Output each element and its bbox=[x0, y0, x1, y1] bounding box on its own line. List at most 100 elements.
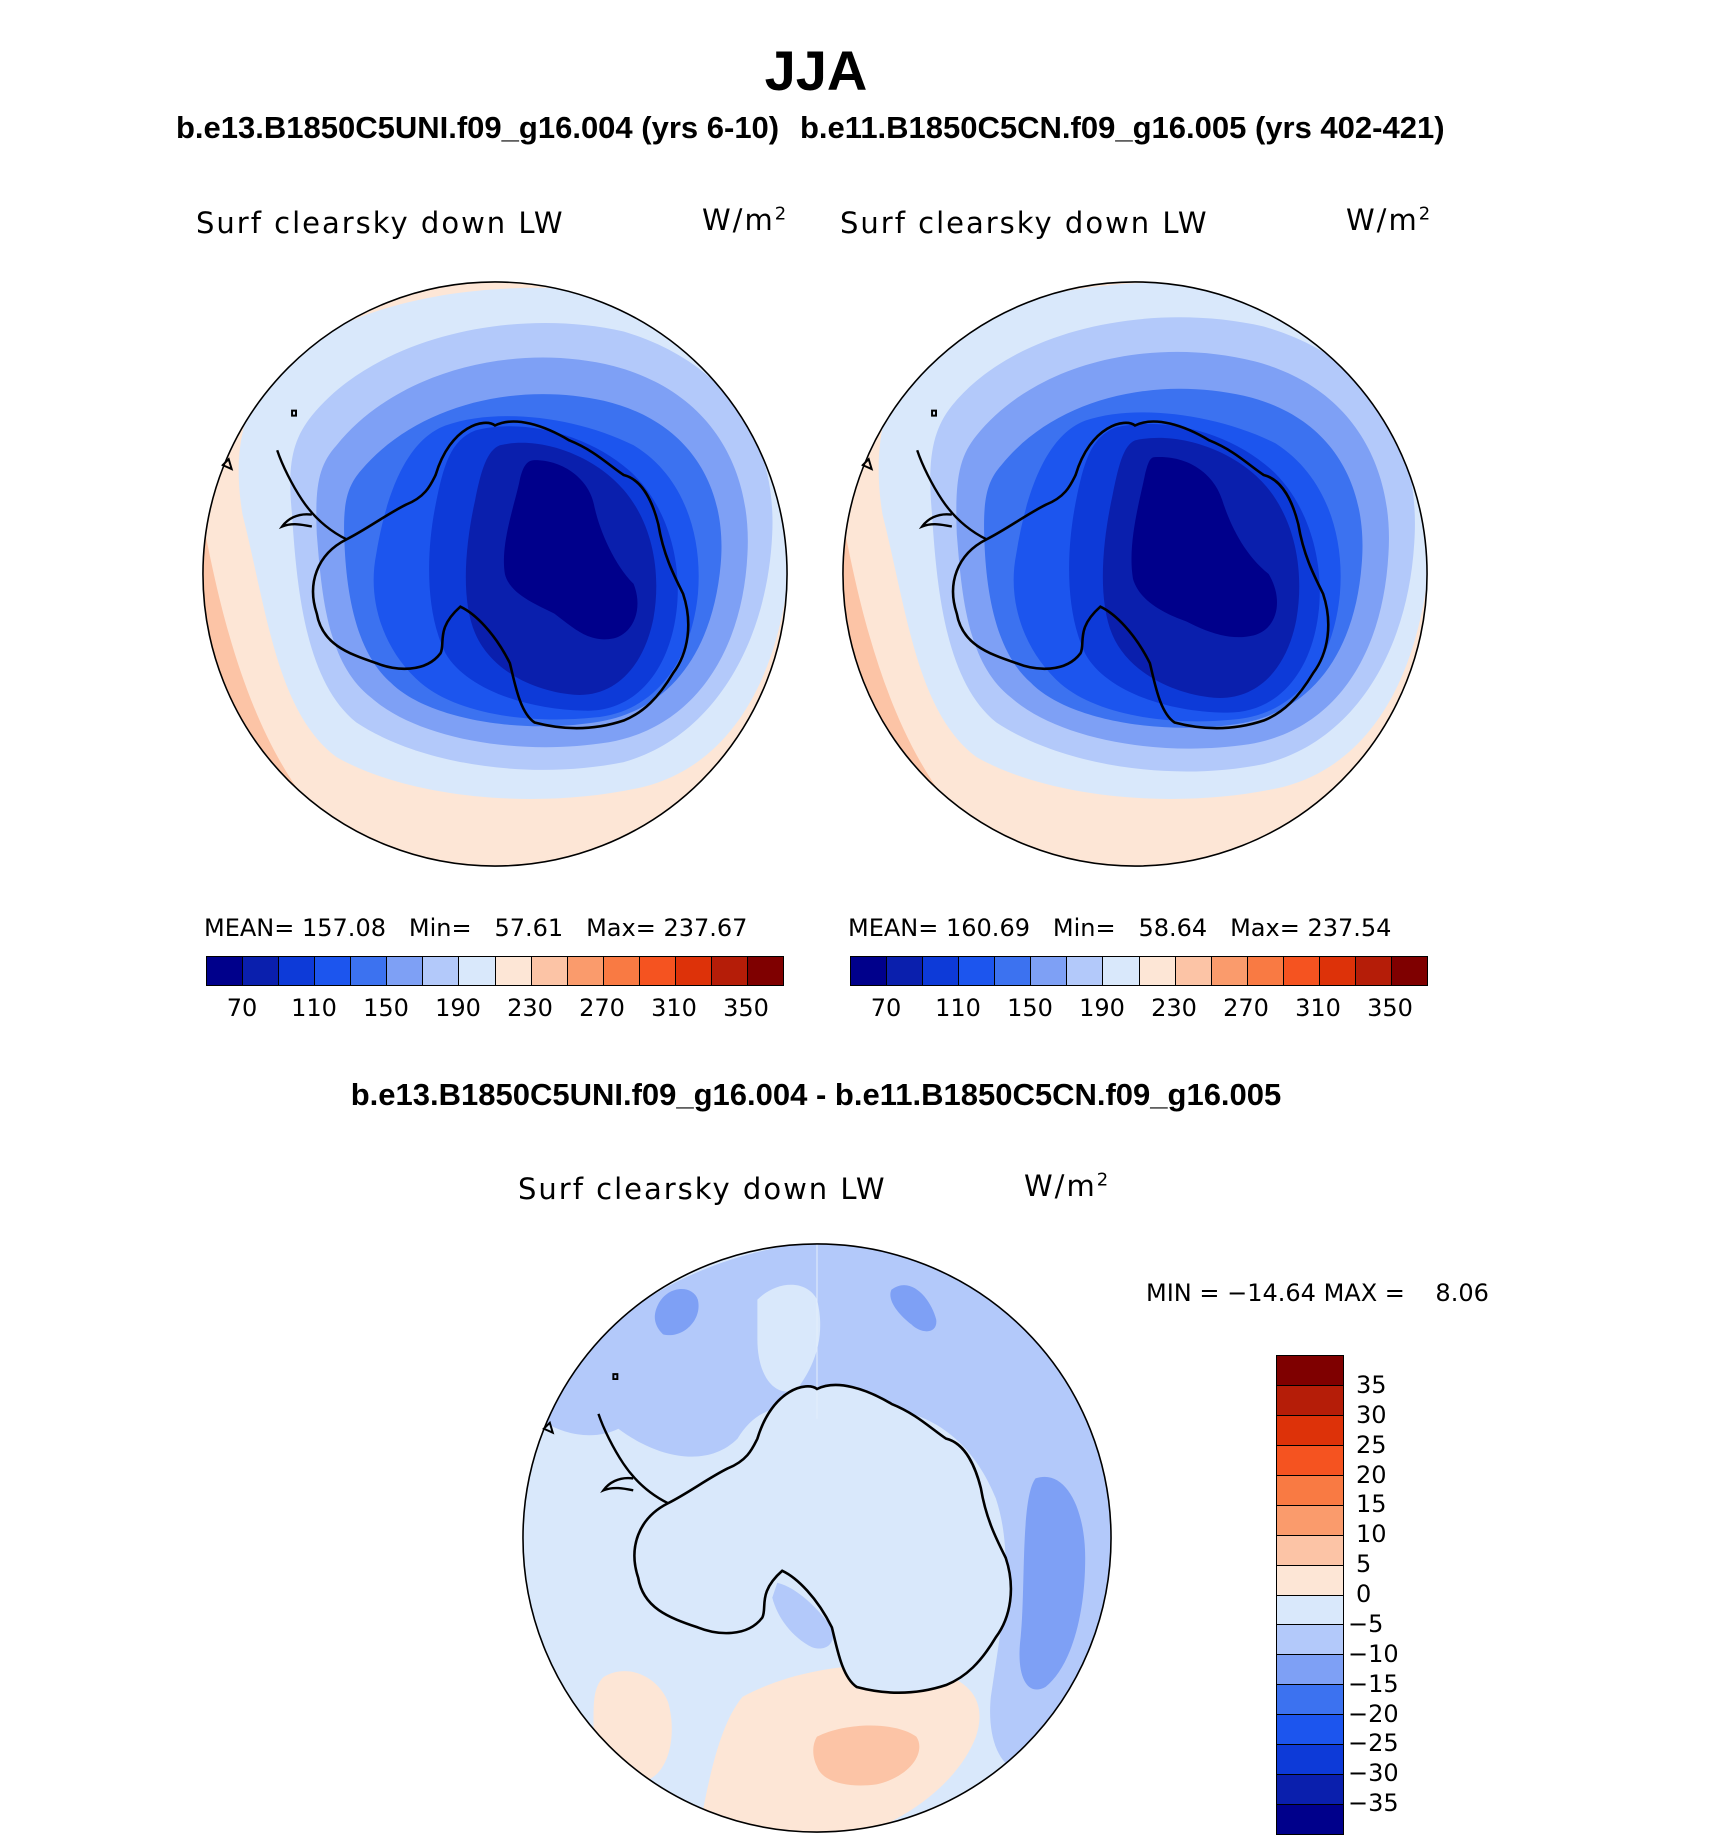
colorbar-tick-label: 20 bbox=[1356, 1460, 1387, 1489]
map-field-minimum bbox=[1131, 457, 1278, 638]
left-colorbar-ticks: 70 110 150 190 230 270 310 350 bbox=[206, 994, 782, 1024]
colorbar-tick-label: 230 bbox=[507, 994, 553, 1022]
colorbar-tick-label: −35 bbox=[1348, 1789, 1399, 1818]
colorbar-box bbox=[1277, 1745, 1343, 1776]
map-field-minus5-to-minus10 bbox=[538, 1243, 1112, 1772]
map-field-minus10-patch-east bbox=[1019, 1476, 1086, 1690]
diff-stats: MIN = −14.64 MAX = 8.06 bbox=[1146, 1279, 1489, 1307]
colorbar-box bbox=[1211, 957, 1248, 985]
colorbar-box bbox=[531, 957, 568, 985]
colorbar-box bbox=[423, 957, 460, 985]
colorbar-tick-label: −15 bbox=[1348, 1669, 1399, 1698]
right-polar-map bbox=[842, 281, 1428, 867]
colorbar-box bbox=[1277, 1415, 1343, 1446]
colorbar-tick-label: 10 bbox=[1356, 1520, 1387, 1549]
colorbar-tick-label: −5 bbox=[1348, 1609, 1384, 1638]
colorbar-tick-label: 25 bbox=[1356, 1430, 1387, 1459]
map-boundary-circle bbox=[842, 281, 1428, 867]
difference-polar-map bbox=[522, 1243, 1112, 1833]
colorbar-box bbox=[1277, 1805, 1343, 1834]
antarctica-coastline bbox=[311, 420, 690, 730]
antarctica-coastline bbox=[633, 1383, 1013, 1695]
antarctic-peninsula bbox=[597, 1413, 669, 1505]
colorbar-tick-label: 270 bbox=[579, 994, 625, 1022]
map-field-continent-0 bbox=[634, 1385, 1011, 1693]
antarctica-coastline bbox=[951, 420, 1330, 730]
colorbar-box bbox=[711, 957, 748, 985]
colorbar-tick-label: 150 bbox=[1007, 994, 1053, 1022]
colorbar-box bbox=[995, 957, 1032, 985]
colorbar-box bbox=[1277, 1715, 1343, 1746]
left-colorbar bbox=[206, 956, 784, 986]
colorbar-box bbox=[279, 957, 316, 985]
colorbar-tick-label: 310 bbox=[651, 994, 697, 1022]
colorbar-box bbox=[887, 957, 924, 985]
colorbar-box bbox=[315, 957, 352, 985]
colorbar-box bbox=[1283, 957, 1320, 985]
colorbar-box bbox=[603, 957, 640, 985]
island-marks bbox=[542, 1373, 619, 1435]
colorbar-box bbox=[351, 957, 388, 985]
colorbar-tick-label: 30 bbox=[1356, 1400, 1387, 1429]
colorbar-box bbox=[851, 957, 888, 985]
right-colorbar-ticks: 70 110 150 190 230 270 310 350 bbox=[850, 994, 1426, 1024]
colorbar-box bbox=[459, 957, 496, 985]
antarctic-peninsula bbox=[276, 449, 348, 541]
colorbar-box bbox=[1103, 957, 1140, 985]
map-field-minus10-patch-ne bbox=[890, 1285, 937, 1332]
colorbar-box bbox=[1067, 957, 1104, 985]
colorbar-box bbox=[1277, 1775, 1343, 1806]
colorbar-box bbox=[639, 957, 676, 985]
colorbar-box bbox=[923, 957, 960, 985]
colorbar-tick-label: 190 bbox=[1079, 994, 1125, 1022]
antarctic-peninsula bbox=[916, 449, 988, 541]
colorbar-tick-label: 35 bbox=[1356, 1370, 1387, 1399]
colorbar-tick-label: 350 bbox=[723, 994, 769, 1022]
colorbar-box bbox=[1277, 1625, 1343, 1656]
season-title: JJA bbox=[764, 39, 868, 102]
colorbar-tick-label: 150 bbox=[363, 994, 409, 1022]
colorbar-tick-label: 270 bbox=[1223, 994, 1269, 1022]
island-marks bbox=[221, 409, 297, 471]
colorbar-box bbox=[1277, 1356, 1343, 1386]
colorbar-box bbox=[1277, 1505, 1343, 1536]
colorbar-tick-label: 110 bbox=[291, 994, 337, 1022]
diff-colorbar-ticks: 35 30 25 20 15 10 5 0 −5 −10 −15 −20 −25 −30 −35 bbox=[1348, 1355, 1436, 1833]
colorbar-tick-label: 5 bbox=[1356, 1550, 1372, 1579]
colorbar-tick-label: 70 bbox=[870, 994, 902, 1022]
island-marks bbox=[861, 409, 937, 471]
colorbar-tick-label: 70 bbox=[226, 994, 258, 1022]
map-field-minus10-patch-nw bbox=[654, 1288, 699, 1336]
difference-title: b.e13.B1850C5UNI.f09_g16.004 - b.e11.B18… bbox=[350, 1077, 1282, 1112]
map-boundary-circle bbox=[202, 281, 788, 867]
left-stats: MEAN= 157.08 Min= 57.61 Max= 237.67 bbox=[204, 914, 748, 942]
colorbar-tick-label: 310 bbox=[1295, 994, 1341, 1022]
colorbar-box bbox=[1355, 957, 1392, 985]
colorbar-box bbox=[1031, 957, 1068, 985]
right-variable-label: Surf clearsky down LW bbox=[840, 206, 1209, 240]
colorbar-tick-label: −25 bbox=[1348, 1729, 1399, 1758]
right-case-title: b.e11.B1850C5CN.f09_g16.005 (yrs 402-421… bbox=[800, 110, 1445, 145]
right-units-label: W/m2 bbox=[1346, 203, 1431, 237]
colorbar-box bbox=[1247, 957, 1284, 985]
map-field-minimum bbox=[503, 460, 638, 640]
colorbar-box bbox=[1277, 1445, 1343, 1476]
diff-units-label: W/m2 bbox=[1024, 1169, 1109, 1203]
colorbar-tick-label: −20 bbox=[1348, 1699, 1399, 1728]
colorbar-tick-label: 0 bbox=[1356, 1580, 1372, 1608]
colorbar-box bbox=[1139, 957, 1176, 985]
map-field-minus5-weddell bbox=[772, 1582, 834, 1649]
colorbar-tick-label: 350 bbox=[1367, 994, 1413, 1022]
left-units-label: W/m2 bbox=[702, 203, 787, 237]
map-field-0-patch-north bbox=[757, 1284, 821, 1392]
colorbar-tick-label: 110 bbox=[935, 994, 981, 1022]
colorbar-box bbox=[959, 957, 996, 985]
colorbar-box bbox=[1277, 1475, 1343, 1506]
colorbar-box bbox=[1175, 957, 1212, 985]
colorbar-box bbox=[1319, 957, 1356, 985]
diff-variable-label: Surf clearsky down LW bbox=[518, 1172, 887, 1206]
colorbar-box bbox=[495, 957, 532, 985]
colorbar-tick-label: 15 bbox=[1356, 1490, 1387, 1519]
colorbar-box bbox=[387, 957, 424, 985]
colorbar-box bbox=[1391, 957, 1427, 985]
